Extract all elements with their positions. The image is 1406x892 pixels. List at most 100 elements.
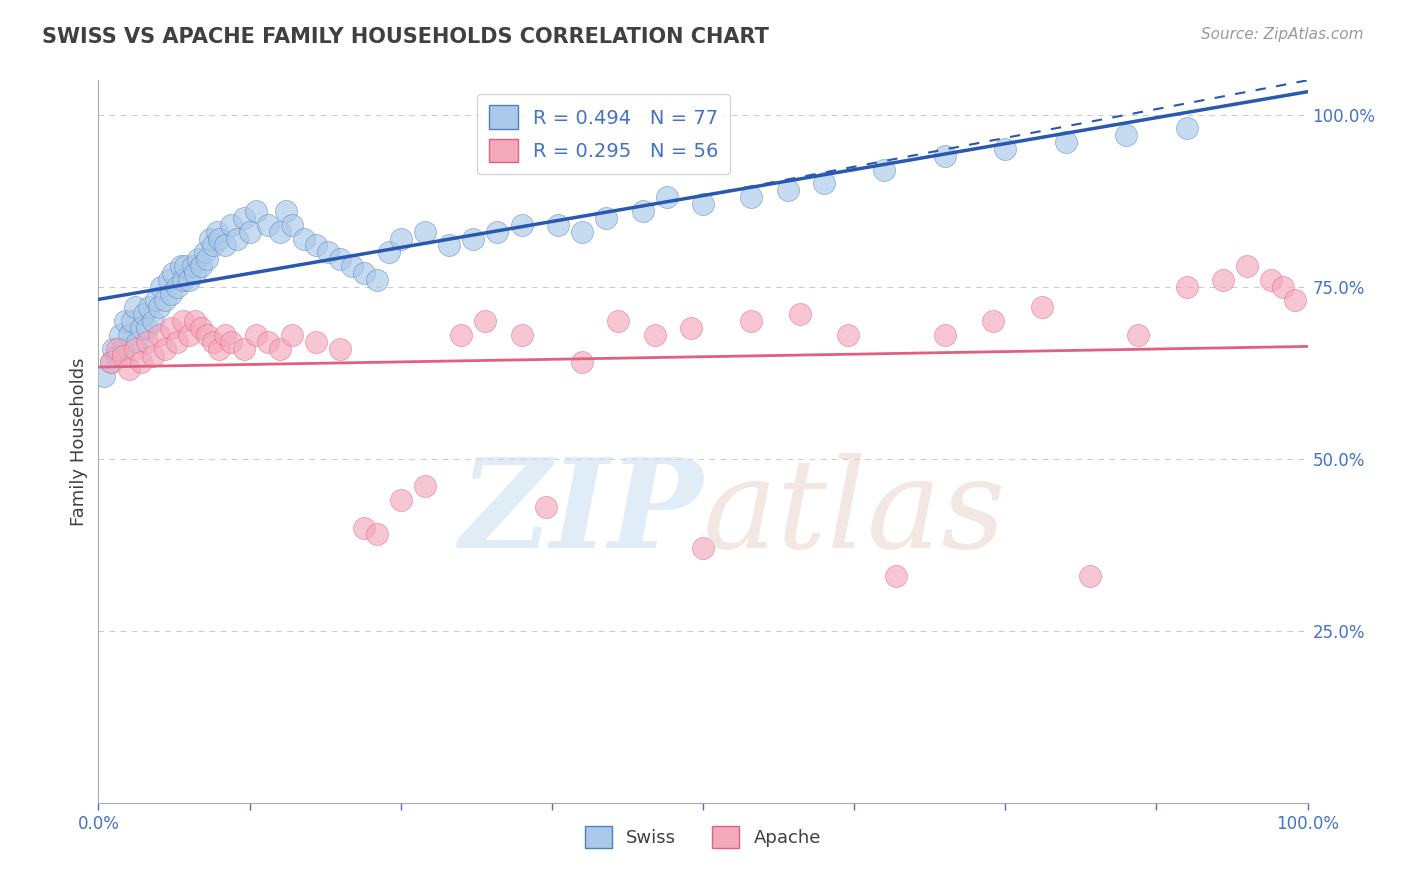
Point <box>474 314 496 328</box>
Point <box>595 211 617 225</box>
Point <box>934 149 956 163</box>
Point <box>776 183 799 197</box>
Point <box>195 252 218 267</box>
Point <box>166 334 188 349</box>
Point <box>226 231 249 245</box>
Point <box>316 245 339 260</box>
Point <box>174 259 197 273</box>
Point <box>111 342 134 356</box>
Point <box>353 266 375 280</box>
Point <box>740 190 762 204</box>
Point <box>208 231 231 245</box>
Point <box>1128 327 1150 342</box>
Point <box>353 520 375 534</box>
Point <box>187 252 209 267</box>
Point <box>292 231 315 245</box>
Point <box>873 162 896 177</box>
Point <box>329 342 352 356</box>
Point <box>1236 259 1258 273</box>
Point <box>194 245 217 260</box>
Point <box>631 204 654 219</box>
Point <box>148 301 170 315</box>
Point <box>179 327 201 342</box>
Point <box>1212 273 1234 287</box>
Point <box>510 327 533 342</box>
Point <box>1078 568 1101 582</box>
Point <box>607 314 630 328</box>
Point <box>305 238 328 252</box>
Point <box>837 327 859 342</box>
Point <box>100 355 122 369</box>
Point <box>148 327 170 342</box>
Point <box>692 197 714 211</box>
Point <box>413 225 436 239</box>
Point <box>105 342 128 356</box>
Point <box>245 327 267 342</box>
Point <box>105 349 128 363</box>
Point <box>281 327 304 342</box>
Point <box>981 314 1004 328</box>
Point <box>142 349 165 363</box>
Point <box>256 334 278 349</box>
Legend: Swiss, Apache: Swiss, Apache <box>578 819 828 855</box>
Point <box>305 334 328 349</box>
Point <box>1054 135 1077 149</box>
Point <box>129 355 152 369</box>
Point <box>256 218 278 232</box>
Point <box>134 307 156 321</box>
Point <box>214 238 236 252</box>
Text: Source: ZipAtlas.com: Source: ZipAtlas.com <box>1201 27 1364 42</box>
Point <box>172 273 194 287</box>
Point <box>190 321 212 335</box>
Point <box>153 342 176 356</box>
Point <box>214 327 236 342</box>
Y-axis label: Family Households: Family Households <box>70 358 89 525</box>
Point <box>108 327 131 342</box>
Point <box>239 225 262 239</box>
Point <box>179 273 201 287</box>
Point <box>124 342 146 356</box>
Point <box>510 218 533 232</box>
Point <box>1115 128 1137 143</box>
Point <box>789 307 811 321</box>
Point <box>366 273 388 287</box>
Point <box>281 218 304 232</box>
Point <box>886 568 908 582</box>
Point <box>1272 279 1295 293</box>
Point <box>127 334 149 349</box>
Point <box>205 225 228 239</box>
Point <box>463 231 485 245</box>
Point <box>232 342 254 356</box>
Point <box>166 279 188 293</box>
Point <box>269 342 291 356</box>
Point <box>740 314 762 328</box>
Text: atlas: atlas <box>703 453 1007 574</box>
Text: ZIP: ZIP <box>460 453 703 574</box>
Point <box>198 231 221 245</box>
Point <box>342 259 364 273</box>
Point <box>145 293 167 308</box>
Point <box>181 259 204 273</box>
Point <box>1260 273 1282 287</box>
Point <box>202 238 225 252</box>
Point <box>934 327 956 342</box>
Point <box>142 314 165 328</box>
Point <box>184 266 207 280</box>
Point <box>377 245 399 260</box>
Point <box>100 355 122 369</box>
Point <box>162 266 184 280</box>
Point <box>437 238 460 252</box>
Point <box>160 321 183 335</box>
Point <box>118 327 141 342</box>
Point <box>172 314 194 328</box>
Point <box>129 321 152 335</box>
Point <box>221 334 243 349</box>
Point <box>366 527 388 541</box>
Point <box>329 252 352 267</box>
Point <box>450 327 472 342</box>
Text: SWISS VS APACHE FAMILY HOUSEHOLDS CORRELATION CHART: SWISS VS APACHE FAMILY HOUSEHOLDS CORREL… <box>42 27 769 46</box>
Point <box>195 327 218 342</box>
Point <box>389 493 412 508</box>
Point <box>114 314 136 328</box>
Point <box>655 190 678 204</box>
